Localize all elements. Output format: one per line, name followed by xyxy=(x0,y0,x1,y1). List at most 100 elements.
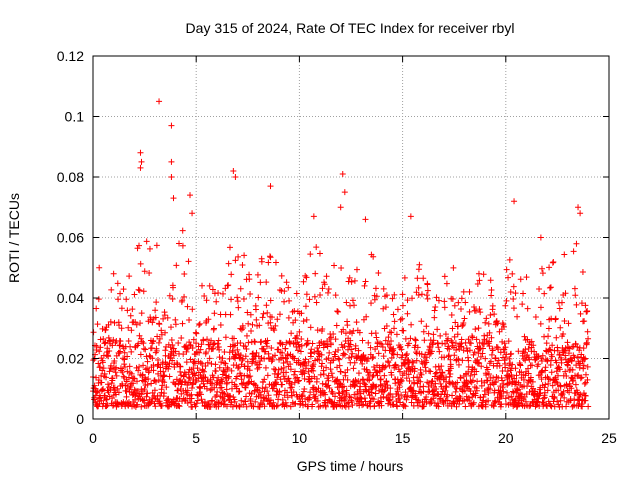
data-point xyxy=(410,359,417,366)
data-point xyxy=(104,402,111,409)
data-point xyxy=(318,351,325,358)
data-point xyxy=(581,356,588,363)
data-point xyxy=(398,377,405,384)
data-point xyxy=(325,286,332,293)
data-point xyxy=(158,386,165,393)
data-point xyxy=(428,378,435,385)
data-point xyxy=(469,377,476,384)
data-point xyxy=(492,355,499,362)
data-point xyxy=(245,379,252,386)
data-point xyxy=(197,359,204,366)
data-point xyxy=(398,346,405,353)
data-point xyxy=(306,378,313,385)
data-point xyxy=(96,348,103,355)
data-point xyxy=(246,367,253,374)
data-point xyxy=(582,371,589,378)
data-point xyxy=(337,368,344,375)
data-point xyxy=(254,271,261,278)
data-point xyxy=(288,330,295,337)
data-point xyxy=(437,332,444,339)
data-point xyxy=(482,355,489,362)
data-point xyxy=(170,284,177,291)
data-point xyxy=(437,380,444,387)
data-point xyxy=(228,271,235,278)
data-point xyxy=(363,313,370,320)
y-tick-label: 0.12 xyxy=(57,48,84,64)
data-point-peak xyxy=(577,210,584,217)
data-point xyxy=(128,327,135,334)
data-point xyxy=(314,375,321,382)
data-point xyxy=(439,369,446,376)
data-point xyxy=(455,356,462,363)
data-point xyxy=(577,310,584,317)
data-point xyxy=(517,362,524,369)
data-point xyxy=(162,329,169,336)
data-point xyxy=(505,338,512,345)
data-point xyxy=(450,399,457,406)
data-point xyxy=(107,385,114,392)
data-point xyxy=(508,350,515,357)
data-point xyxy=(442,340,449,347)
data-point xyxy=(389,350,396,357)
data-point xyxy=(461,315,468,322)
data-point xyxy=(203,349,210,356)
data-point xyxy=(282,399,289,406)
data-point xyxy=(498,392,505,399)
data-point xyxy=(412,390,419,397)
data-point-peak xyxy=(407,213,414,220)
data-point xyxy=(234,346,241,353)
data-point xyxy=(281,298,288,305)
data-point xyxy=(343,387,350,394)
data-point xyxy=(338,341,345,348)
data-point xyxy=(229,347,236,354)
data-point xyxy=(179,297,186,304)
data-point xyxy=(291,379,298,386)
data-point xyxy=(556,366,563,373)
axis-ticks: 0 5 10 15 20 25 0 0.02 0.04 0.06 0.08 0.1 0.12 xyxy=(57,48,617,446)
data-point xyxy=(140,340,147,347)
data-point xyxy=(425,389,432,396)
data-point xyxy=(156,321,163,328)
data-point xyxy=(100,365,107,372)
data-point xyxy=(170,352,177,359)
data-point xyxy=(495,346,502,353)
data-point xyxy=(527,374,534,381)
data-point xyxy=(239,355,246,362)
data-point xyxy=(300,402,307,409)
data-point xyxy=(540,401,547,408)
data-point-peak xyxy=(168,174,175,180)
data-point xyxy=(487,358,494,365)
data-point xyxy=(252,306,259,313)
data-point xyxy=(115,401,122,408)
data-point xyxy=(478,382,485,389)
data-point xyxy=(556,305,563,312)
data-point xyxy=(378,402,385,409)
data-point xyxy=(346,393,353,400)
data-point xyxy=(234,298,241,305)
data-point xyxy=(440,401,447,408)
data-point xyxy=(547,346,554,353)
data-point xyxy=(441,304,448,311)
y-tick-label: 0.08 xyxy=(57,169,84,185)
data-point xyxy=(113,372,120,379)
data-point xyxy=(520,290,527,297)
data-point xyxy=(267,254,274,261)
data-point xyxy=(457,375,464,382)
data-point xyxy=(409,295,416,302)
data-point xyxy=(326,384,333,391)
data-point xyxy=(564,362,571,369)
data-point xyxy=(486,343,493,350)
data-point xyxy=(161,390,168,397)
data-point xyxy=(335,355,342,362)
data-point xyxy=(246,276,253,283)
data-point xyxy=(374,372,381,379)
data-point xyxy=(171,363,178,370)
data-point xyxy=(350,365,357,372)
data-point xyxy=(459,357,466,364)
data-point xyxy=(415,402,422,409)
data-point-peak xyxy=(189,210,196,217)
data-point xyxy=(172,348,179,355)
data-point xyxy=(373,383,380,390)
data-point xyxy=(176,403,183,410)
data-point xyxy=(449,296,456,303)
